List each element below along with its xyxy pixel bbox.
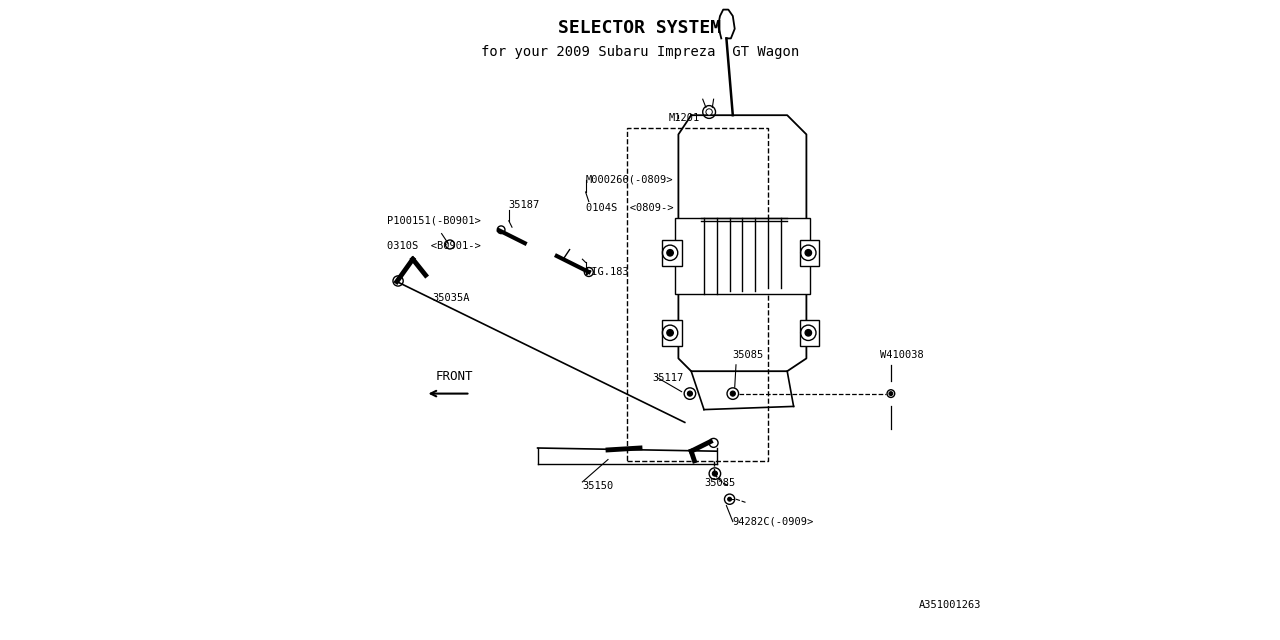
Circle shape [805,330,812,336]
Text: 35150: 35150 [582,481,613,492]
Text: 35085: 35085 [704,478,735,488]
FancyBboxPatch shape [663,320,682,346]
Text: 0104S  <0809->: 0104S <0809-> [585,203,673,213]
Circle shape [687,391,692,396]
Circle shape [730,391,735,396]
Text: 0310S  <B0901->: 0310S <B0901-> [387,241,481,252]
Text: 94282C(-0909>: 94282C(-0909> [732,516,814,527]
Text: 35117: 35117 [653,372,684,383]
Text: 35035A: 35035A [433,292,470,303]
Text: W410038: W410038 [881,350,924,360]
Circle shape [667,250,673,256]
FancyBboxPatch shape [676,218,810,294]
FancyBboxPatch shape [800,240,819,266]
Circle shape [667,330,673,336]
FancyBboxPatch shape [800,320,819,346]
FancyBboxPatch shape [627,128,768,461]
Circle shape [805,250,812,256]
Text: 35085: 35085 [732,350,764,360]
FancyBboxPatch shape [663,240,682,266]
Text: M000266(-0809>: M000266(-0809> [585,174,673,184]
Text: for your 2009 Subaru Impreza  GT Wagon: for your 2009 Subaru Impreza GT Wagon [481,45,799,59]
Circle shape [890,392,893,396]
Text: A351001263: A351001263 [919,600,980,610]
Circle shape [713,471,717,476]
Text: FIG.183: FIG.183 [585,267,630,277]
Text: FRONT: FRONT [435,369,474,383]
Circle shape [707,109,713,115]
Text: SELECTOR SYSTEM: SELECTOR SYSTEM [558,19,722,37]
Text: P100151(-B0901>: P100151(-B0901> [387,216,481,226]
Text: M1201: M1201 [668,113,700,124]
Text: 35187: 35187 [508,200,540,210]
Circle shape [728,497,732,501]
